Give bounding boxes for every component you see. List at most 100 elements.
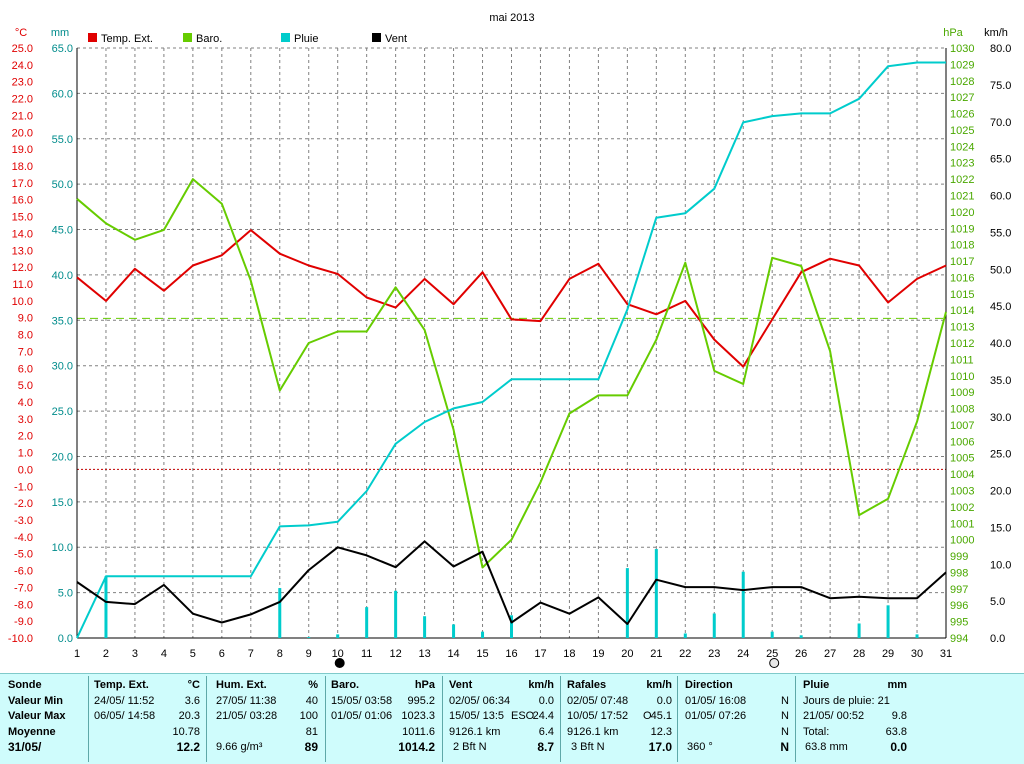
baro-header: Baro. (331, 679, 360, 691)
rain-tick-label: 65.0 (52, 43, 73, 55)
gust-current: 17.0 (648, 740, 672, 754)
gust-unit: km/h (646, 679, 672, 691)
temp-tick-label: 2.0 (18, 431, 33, 443)
separator (677, 676, 678, 762)
baro-mean: 1011.6 (402, 725, 435, 738)
hum-min-time: 27/05/ 11:38 (216, 694, 277, 707)
wind-tick-label: 0.0 (990, 633, 1005, 645)
wind-tick-label: 55.0 (990, 227, 1011, 239)
x-tick-label: 19 (592, 648, 604, 660)
pressure-tick-label: 1013 (950, 322, 974, 334)
wind-unit: km/h (528, 679, 554, 691)
temp-tick-label: 21.0 (12, 110, 33, 122)
wind-max-time: 15/05/ 13:5 (449, 710, 505, 722)
wind-tick-label: 40.0 (990, 338, 1011, 350)
x-tick-label: 30 (911, 648, 923, 660)
wind-current: 8.7 (537, 740, 554, 754)
full-moon-icon (769, 658, 780, 668)
pressure-tick-label: 1000 (950, 535, 974, 547)
pressure-tick-label: 1002 (950, 502, 974, 514)
temp-min-value: 3.6 (184, 694, 200, 707)
rain-bar (625, 568, 629, 638)
rain-bar (510, 615, 513, 638)
pressure-tick-label: 1007 (950, 420, 974, 432)
baro-min-value: 995.2 (407, 694, 435, 707)
wind-tick-label: 50.0 (990, 264, 1011, 276)
rain-bar (857, 623, 861, 638)
temp-current: 12.2 (176, 740, 200, 754)
temp-min-time: 24/05/ 11:52 (94, 694, 155, 707)
x-tick-label: 5 (190, 648, 196, 660)
x-tick-label: 7 (248, 648, 254, 660)
rain-tick-label: 25.0 (52, 406, 73, 418)
temp-tick-label: 22.0 (12, 94, 33, 106)
pressure-tick-label: 995 (950, 617, 968, 629)
temp-tick-label: -9.0 (14, 616, 33, 628)
temp-tick-label: 16.0 (12, 195, 33, 207)
x-tick-label: 10 (332, 648, 344, 660)
rain-current: 0.0 (890, 740, 907, 754)
rain-header: Pluie (803, 679, 830, 691)
temp-axis-unit: °C (15, 27, 27, 39)
x-tick-label: 13 (418, 648, 430, 660)
x-tick-label: 16 (505, 648, 517, 660)
temp-tick-label: -6.0 (14, 566, 33, 578)
rain-max-time: 21/05/ 00:52 (803, 710, 865, 722)
gust-max-value: 45.1 (650, 710, 672, 722)
pressure-tick-label: 1003 (950, 486, 974, 498)
legend-label: Vent (385, 33, 407, 45)
pressure-tick-label: 1022 (950, 174, 974, 186)
temp-mean: 10.78 (172, 725, 200, 738)
x-tick-label: 14 (447, 648, 459, 660)
label-mean: Moyenne (8, 725, 56, 738)
temp-tick-label: 14.0 (12, 228, 33, 240)
rain-tick-label: 15.0 (52, 497, 73, 509)
rain-tick-label: 10.0 (52, 542, 73, 554)
rain-bar (799, 635, 803, 638)
temperature-line (76, 229, 947, 368)
rain-bar (886, 605, 890, 638)
x-tick-label: 31 (940, 648, 952, 660)
hum-absolute: 9.66 g/m³ (216, 741, 263, 753)
wind-line (76, 540, 947, 625)
x-tick-label: 20 (621, 648, 633, 660)
wind-tick-label: 15.0 (990, 522, 1011, 534)
temp-tick-label: 7.0 (18, 346, 33, 358)
wind-tick-label: 45.0 (990, 301, 1011, 313)
gust-mean: 12.3 (650, 725, 672, 738)
hum-current: 89 (304, 740, 318, 754)
x-tick-label: 25 (766, 648, 778, 660)
rain-bar (394, 590, 398, 638)
pressure-tick-label: 999 (950, 551, 968, 563)
rain-tick-label: 60.0 (52, 88, 73, 100)
separator (206, 676, 207, 762)
legend-label: Temp. Ext. (101, 33, 153, 45)
temp-tick-label: 6.0 (18, 363, 33, 375)
hum-min-value: 40 (305, 694, 318, 707)
gust-max-time: 10/05/ 17:52 (567, 710, 629, 722)
pressure-tick-label: 1016 (950, 272, 974, 284)
baro-max-time: 01/05/ 01:06 (331, 710, 393, 722)
rain-tick-label: 40.0 (52, 270, 73, 282)
baro-min-time: 15/05/ 03:58 (331, 694, 393, 707)
rain-bar (683, 633, 687, 638)
gust-beaufort: 3 Bft N (571, 741, 605, 753)
x-tick-label: 12 (390, 648, 402, 660)
gust-max-direction: O (643, 710, 652, 722)
legend-label: Baro. (196, 33, 222, 45)
hum-mean: 81 (305, 725, 318, 738)
temp-tick-label: 5.0 (18, 380, 33, 392)
temp-tick-label: 13.0 (12, 245, 33, 257)
pressure-tick-label: 1029 (950, 59, 974, 71)
x-tick-label: 3 (132, 648, 138, 660)
direction-header: Direction (685, 679, 733, 691)
wind-tick-label: 70.0 (990, 117, 1011, 129)
temp-max-time: 06/05/ 14:58 (94, 710, 156, 722)
rain-tick-label: 20.0 (52, 451, 73, 463)
baro-max-value: 1023.3 (401, 710, 435, 722)
separator (88, 676, 89, 762)
rain-bar (423, 616, 427, 638)
hum-header: Hum. Ext. (216, 679, 267, 691)
direction-min-time: 01/05/ 16:08 (685, 694, 747, 707)
x-tick-label: 29 (882, 648, 894, 660)
